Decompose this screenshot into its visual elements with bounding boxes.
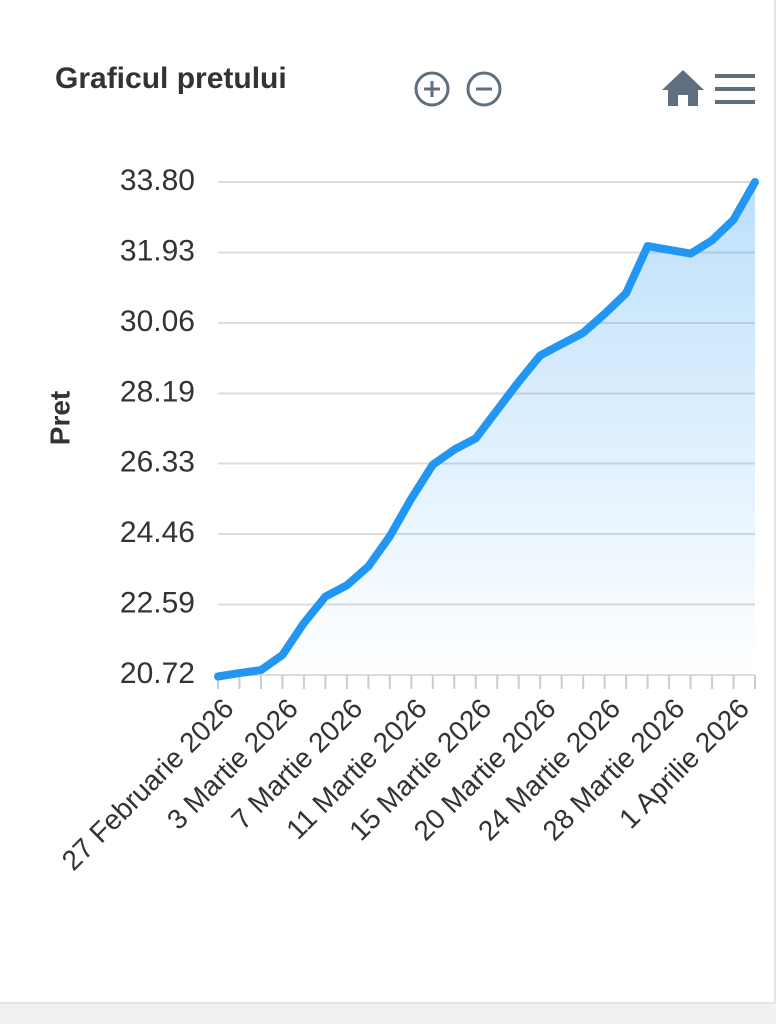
y-tick-label: 28.19	[120, 375, 195, 408]
chart: Graficul pretului Pret 20.72 22.59 24.46 26…	[44, 62, 759, 876]
y-tick-label: 30.06	[120, 305, 195, 338]
price-line	[214, 178, 759, 681]
chart-title: Graficul pretului	[55, 62, 287, 95]
menu-button[interactable]	[715, 74, 755, 104]
home-button[interactable]	[662, 70, 704, 106]
y-tick-label: 33.80	[120, 164, 195, 197]
y-axis-label: Pret	[44, 391, 75, 445]
y-tick-label: 20.72	[120, 657, 195, 690]
y-tick-label: 31.93	[120, 234, 195, 267]
y-tick-label: 26.33	[120, 445, 195, 478]
y-tick-label: 22.59	[120, 586, 195, 619]
zoom-in-button[interactable]	[414, 71, 450, 107]
y-tick-label: 24.46	[120, 516, 195, 549]
zoom-out-button[interactable]	[466, 71, 502, 107]
